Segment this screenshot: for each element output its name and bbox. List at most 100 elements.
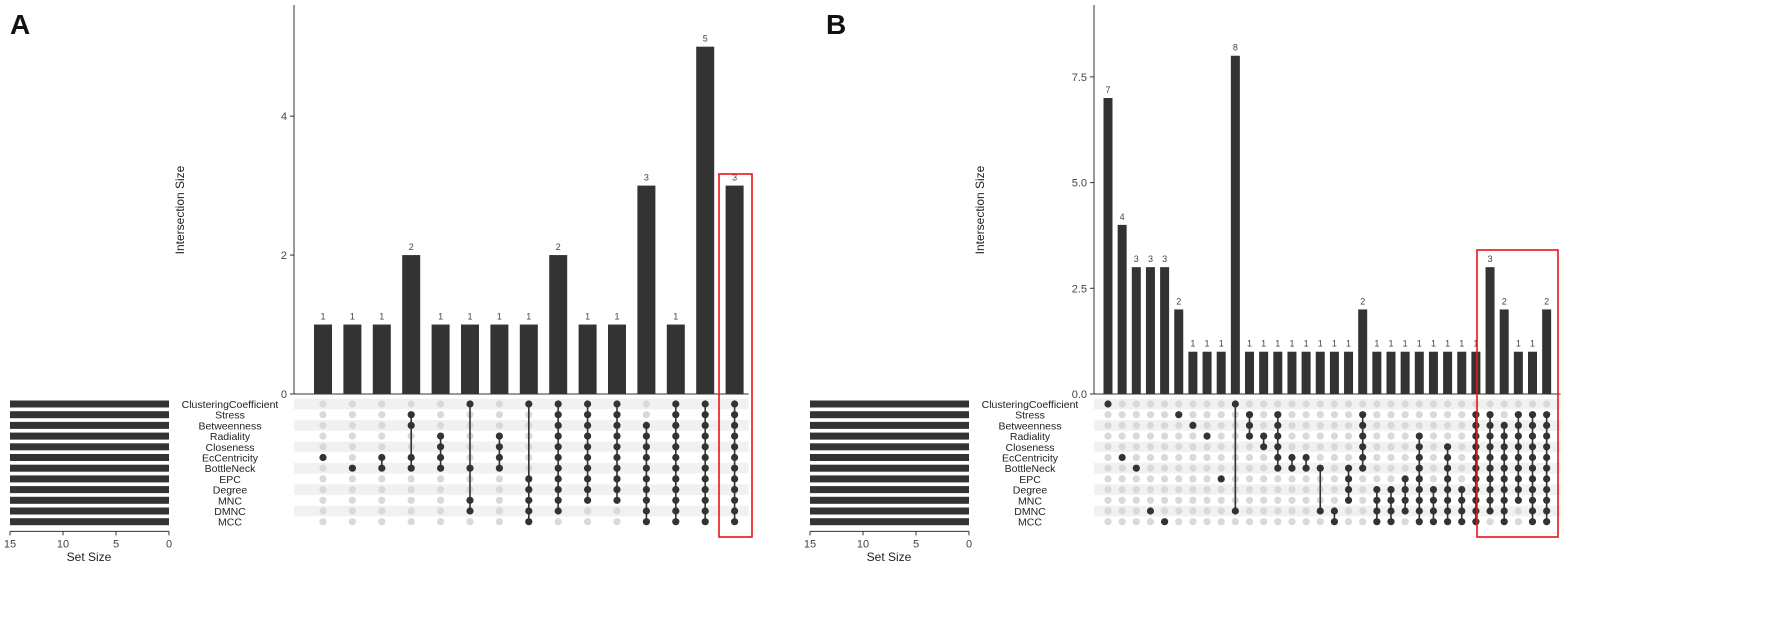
matrix-row-stripe-b <box>1094 484 1561 495</box>
matrix-dot-inactive-b <box>1217 453 1225 462</box>
matrix-dot-inactive-b <box>1330 464 1338 472</box>
set-size-tick-label-a: 0 <box>166 538 172 550</box>
matrix-dot-inactive-a <box>348 443 356 451</box>
matrix-dot-active-a <box>701 518 709 526</box>
matrix-dot-active-b <box>1486 475 1494 483</box>
matrix-dot-inactive-b <box>1245 400 1254 408</box>
set-size-bar-b <box>810 475 969 483</box>
set-size-bar-a <box>10 486 169 494</box>
matrix-row-stripe-b <box>1094 462 1561 474</box>
matrix-dot-active-a <box>642 453 651 462</box>
bar-value-label-b: 3 <box>1162 254 1167 264</box>
matrix-dot-active-a <box>672 453 680 462</box>
matrix-dot-inactive-b <box>1146 518 1155 526</box>
matrix-dot-inactive-b <box>1274 507 1282 515</box>
y-tick-label-b: 2.5 <box>1072 283 1087 295</box>
matrix-dot-inactive-b <box>1175 486 1183 494</box>
matrix-dot-active-b <box>1528 464 1537 472</box>
matrix-dot-inactive-b <box>1161 496 1169 504</box>
matrix-dot-inactive-b <box>1189 475 1197 483</box>
matrix-dot-active-a <box>701 496 709 504</box>
set-size-tick-label-b: 15 <box>804 538 816 550</box>
matrix-dot-inactive-b <box>1429 421 1438 429</box>
intersection-bar-b <box>1386 351 1396 394</box>
matrix-dot-inactive-b <box>1330 443 1338 451</box>
matrix-dot-active-b <box>1415 496 1423 504</box>
matrix-dot-inactive-b <box>1118 411 1126 419</box>
intersection-bar-b <box>1103 98 1113 395</box>
matrix-dot-inactive-b <box>1132 486 1140 494</box>
matrix-row-stripe-a <box>294 441 749 453</box>
matrix-dot-inactive-b <box>1302 400 1310 408</box>
intersection-bar-b <box>1372 351 1382 394</box>
matrix-dot-active-b <box>1203 432 1211 440</box>
matrix-dot-inactive-b <box>1401 518 1409 526</box>
matrix-dot-inactive-b <box>1132 507 1140 515</box>
set-label-a: MNC <box>218 495 242 507</box>
matrix-dot-active-b <box>1245 421 1254 429</box>
matrix-dot-active-a <box>525 400 533 408</box>
matrix-dot-inactive-b <box>1429 411 1438 419</box>
matrix-dot-inactive-b <box>1132 411 1140 419</box>
matrix-dot-inactive-b <box>1245 496 1254 504</box>
intersection-bar-b <box>1145 267 1155 394</box>
matrix-dot-inactive-a <box>319 432 327 440</box>
matrix-dot-inactive-b <box>1118 464 1126 472</box>
matrix-dot-active-b <box>1132 464 1140 472</box>
matrix-dot-active-b <box>1514 464 1522 472</box>
matrix-dot-inactive-a <box>554 518 562 526</box>
set-label-a: Radiality <box>210 431 251 443</box>
matrix-dot-active-b <box>1274 432 1282 440</box>
matrix-dot-inactive-b <box>1104 432 1112 440</box>
matrix-dot-inactive-b <box>1387 432 1395 440</box>
matrix-dot-active-a <box>672 518 680 526</box>
matrix-dot-inactive-b <box>1415 421 1423 429</box>
matrix-dot-inactive-a <box>319 400 327 408</box>
matrix-dot-inactive-a <box>348 453 356 462</box>
matrix-dot-inactive-b <box>1316 432 1324 440</box>
matrix-dot-inactive-b <box>1217 486 1225 494</box>
matrix-dot-inactive-b <box>1217 507 1225 515</box>
matrix-dot-active-b <box>1528 496 1537 504</box>
matrix-dot-inactive-b <box>1245 443 1254 451</box>
panel-label-a: A <box>10 9 30 40</box>
matrix-dot-active-b <box>1543 507 1551 515</box>
matrix-dot-inactive-b <box>1203 475 1211 483</box>
matrix-dot-active-b <box>1444 518 1452 526</box>
matrix-dot-inactive-b <box>1146 486 1155 494</box>
matrix-dot-active-b <box>1444 453 1452 462</box>
matrix-dot-active-b <box>1514 421 1522 429</box>
matrix-dot-active-b <box>1486 421 1494 429</box>
matrix-dot-inactive-b <box>1146 475 1155 483</box>
matrix-dot-inactive-b <box>1161 443 1169 451</box>
intersection-bar-a <box>725 185 744 394</box>
matrix-dot-inactive-b <box>1359 486 1367 494</box>
matrix-dot-active-a <box>701 507 709 515</box>
matrix-dot-active-a <box>701 453 709 462</box>
matrix-dot-active-a <box>319 453 327 462</box>
bar-value-label-b: 1 <box>1374 339 1379 349</box>
matrix-dot-active-a <box>672 475 680 483</box>
matrix-dot-active-b <box>1104 400 1112 408</box>
matrix-dot-inactive-b <box>1330 411 1338 419</box>
matrix-dot-inactive-b <box>1118 507 1126 515</box>
matrix-dot-active-a <box>701 400 709 408</box>
intersection-bar-b <box>1245 351 1254 394</box>
matrix-dot-inactive-a <box>319 496 327 504</box>
matrix-dot-inactive-b <box>1514 400 1522 408</box>
bar-value-label-a: 1 <box>497 312 502 322</box>
set-size-bar-a <box>10 421 169 429</box>
bar-value-label-b: 1 <box>1332 339 1337 349</box>
matrix-dot-active-a <box>672 421 680 429</box>
set-size-bar-b <box>810 464 969 472</box>
matrix-dot-inactive-b <box>1330 486 1338 494</box>
matrix-dot-inactive-b <box>1500 400 1508 408</box>
matrix-dot-active-b <box>1528 518 1537 526</box>
matrix-dot-active-b <box>1500 464 1508 472</box>
matrix-dot-active-a <box>613 411 621 419</box>
bar-value-label-b: 1 <box>1417 339 1422 349</box>
matrix-dot-inactive-b <box>1359 496 1367 504</box>
matrix-dot-inactive-b <box>1146 453 1155 462</box>
matrix-dot-active-b <box>1245 432 1254 440</box>
matrix-dot-active-b <box>1543 421 1551 429</box>
